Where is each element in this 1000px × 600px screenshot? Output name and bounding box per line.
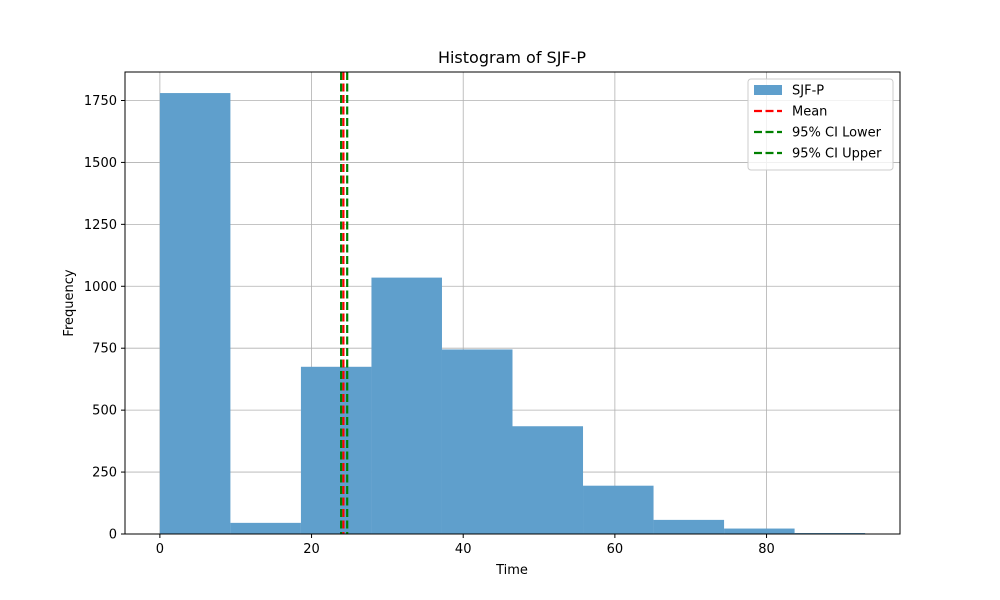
x-axis-label: Time [495, 563, 528, 578]
y-tick-label: 1250 [84, 218, 117, 233]
legend-box [747, 78, 894, 171]
y-tick-label: 750 [92, 342, 117, 357]
x-tick-label: 60 [607, 542, 624, 557]
chart-title: Histogram of SJF-P [438, 48, 586, 67]
x-tick-label: 20 [303, 542, 320, 557]
histogram-bar [583, 485, 654, 534]
legend: SJF-P Mean 95% CI Lower 95% CI Upper [747, 78, 894, 171]
histogram-bar [371, 277, 442, 534]
reference-lines [340, 72, 349, 534]
legend-label: 95% CI Upper [792, 147, 882, 162]
legend-label: Mean [792, 105, 827, 120]
histogram-bar [300, 366, 372, 534]
histogram-bar [724, 528, 795, 534]
x-axis-ticks: 0 20 40 60 80 [156, 534, 775, 557]
legend-label: 95% CI Lower [792, 126, 882, 141]
y-tick-label: 500 [92, 404, 117, 419]
grid-lines [125, 72, 900, 535]
legend-swatch [754, 85, 782, 95]
y-tick-label: 1750 [84, 94, 117, 109]
x-tick-label: 40 [455, 542, 472, 557]
y-axis-label: Frequency [62, 269, 77, 336]
histogram-bar [441, 349, 513, 534]
histogram-bar [230, 522, 301, 534]
y-axis-ticks: 0 250 500 750 1000 1250 1500 1750 [84, 94, 125, 543]
x-tick-label: 80 [758, 542, 775, 557]
x-tick-label: 0 [156, 542, 164, 557]
histogram-bar [653, 519, 725, 534]
y-tick-label: 250 [92, 466, 117, 481]
legend-label: SJF-P [792, 84, 824, 99]
histogram-bar [512, 426, 584, 534]
y-tick-label: 0 [109, 528, 117, 543]
plot-frame [124, 71, 901, 535]
y-tick-label: 1000 [84, 280, 117, 295]
histogram-bars [159, 93, 866, 534]
histogram-bar [159, 93, 231, 534]
y-tick-label: 1500 [84, 156, 117, 171]
